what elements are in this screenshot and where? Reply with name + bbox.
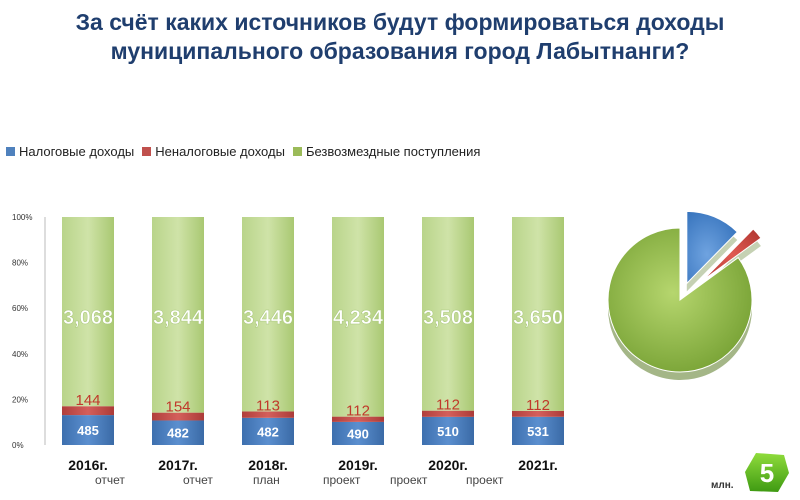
data-label-nontax: 154 xyxy=(165,399,190,416)
pie-slice-nontax xyxy=(702,228,762,281)
data-label-tax: 510 xyxy=(437,424,459,439)
y-tick-label: 0% xyxy=(12,441,24,450)
y-tick-label: 40% xyxy=(12,350,28,359)
x-category-label: 2018г. xyxy=(248,457,287,473)
unit-label: млн. xyxy=(711,480,734,491)
bar-segment-nontax xyxy=(332,416,384,422)
bar-segment-nontax xyxy=(422,410,474,417)
x-category-note: проект xyxy=(466,473,504,487)
bar-segment-nontax xyxy=(242,411,294,418)
bar-segment-tax xyxy=(152,420,204,445)
title-line-2: муниципального образования город Лабытна… xyxy=(110,38,690,64)
x-category-note: план xyxy=(253,473,280,487)
x-category-note: отчет xyxy=(95,473,125,487)
legend-label-tax: Налоговые доходы xyxy=(19,143,135,159)
data-label-nontax: 112 xyxy=(526,397,550,414)
bar-segment-tax xyxy=(422,416,474,445)
y-tick-label: 20% xyxy=(12,395,28,404)
y-tick-label: 60% xyxy=(12,304,28,313)
bar-segment-grants xyxy=(422,217,474,411)
bar-segment-nontax xyxy=(152,412,204,421)
bar-segment-grants xyxy=(512,217,564,411)
x-category-note: проект xyxy=(323,473,361,487)
x-category-label: 2019г. xyxy=(338,457,377,473)
legend-item-nontax: Неналоговые доходы xyxy=(142,144,285,159)
bar-segment-nontax xyxy=(62,406,114,416)
page-number: 5 xyxy=(759,458,775,488)
badge-shape xyxy=(745,453,789,492)
data-label-grants: 4,234 xyxy=(333,307,384,329)
bar-segment-tax xyxy=(332,421,384,445)
pie-slice-tax xyxy=(686,210,739,285)
data-label-tax: 482 xyxy=(257,424,279,439)
legend-swatch-grants xyxy=(292,146,302,156)
legend-label-grants: Безвозмездные поступления xyxy=(305,143,481,159)
legend-item-grants: Безвозмездные поступления xyxy=(292,143,481,159)
data-label-tax: 531 xyxy=(527,424,549,439)
data-label-nontax: 113 xyxy=(256,397,280,414)
y-tick-label: 100% xyxy=(12,213,32,222)
y-tick-label: 80% xyxy=(12,259,28,268)
data-label-nontax: 112 xyxy=(346,403,370,420)
x-category-label: 2016г. xyxy=(68,457,107,473)
bar-segment-nontax xyxy=(512,410,564,417)
x-category-label: 2020г. xyxy=(428,457,467,473)
pie-slice-grants xyxy=(607,227,753,373)
bar-segment-grants xyxy=(332,217,384,417)
data-label-tax: 482 xyxy=(167,426,189,441)
data-label-tax: 490 xyxy=(347,426,369,441)
bar-segment-grants xyxy=(152,217,204,413)
data-label-nontax: 112 xyxy=(436,397,460,414)
legend-swatch-nontax xyxy=(142,146,152,156)
legend-label-nontax: Неналоговые доходы xyxy=(155,143,285,159)
x-category-label: 2017г. xyxy=(158,457,197,473)
bar-segment-tax xyxy=(242,417,294,445)
legend-swatch-tax xyxy=(6,146,15,156)
bar-segment-tax xyxy=(512,416,564,445)
data-label-tax: 485 xyxy=(77,423,99,438)
data-label-nontax: 144 xyxy=(75,392,100,409)
page-number-badge xyxy=(744,452,790,494)
chart-legend: Налоговые доходы Неналоговые доходы Безв… xyxy=(6,143,488,159)
x-category-note: отчет xyxy=(183,473,213,487)
legend-item-tax: Налоговые доходы xyxy=(6,144,134,159)
bar-segment-grants xyxy=(242,217,294,412)
data-label-grants: 3,446 xyxy=(243,307,293,329)
data-label-grants: 3,844 xyxy=(153,307,204,329)
bar-segment-grants xyxy=(62,217,114,407)
data-label-grants: 3,508 xyxy=(423,307,473,329)
title-line-1: За счёт каких источников будут формирова… xyxy=(75,9,725,35)
data-label-grants: 3,068 xyxy=(63,307,113,329)
x-category-label: 2021г. xyxy=(518,457,557,473)
bar-segment-tax xyxy=(62,415,114,445)
data-label-grants: 3,650 xyxy=(513,307,563,329)
page-title: За счёт каких источников будут формирова… xyxy=(0,8,800,66)
x-category-note: проект xyxy=(390,473,428,487)
